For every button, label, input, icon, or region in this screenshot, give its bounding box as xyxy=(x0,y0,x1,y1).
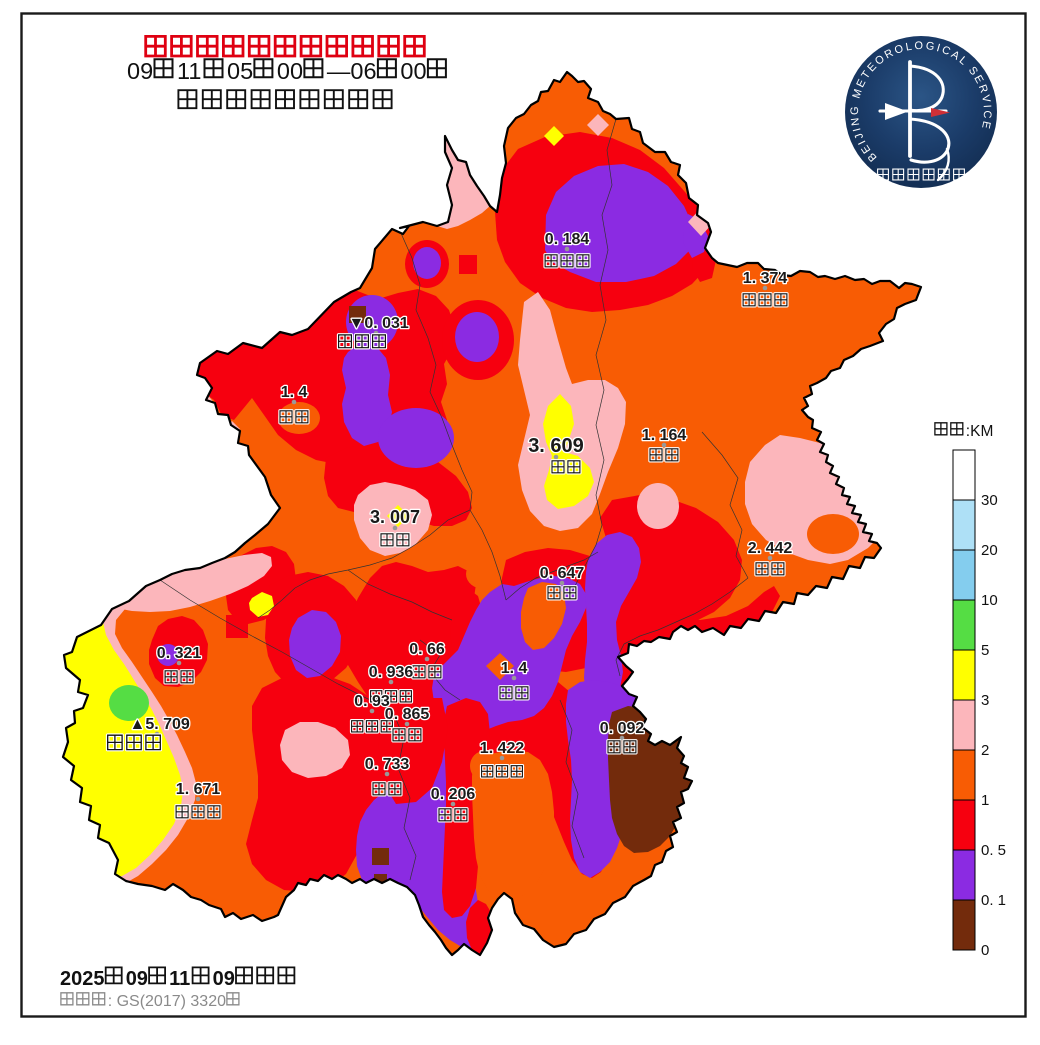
svg-text:0. 321: 0. 321 xyxy=(157,645,202,662)
svg-text:0. 865: 0. 865 xyxy=(385,706,430,723)
svg-text:09: 09 xyxy=(213,968,235,990)
svg-text:0: 0 xyxy=(981,942,989,959)
svg-text:5: 5 xyxy=(981,642,989,659)
svg-text:1. 374: 1. 374 xyxy=(743,270,788,287)
svg-text:1: 1 xyxy=(981,792,989,809)
svg-text:2. 442: 2. 442 xyxy=(748,540,793,557)
svg-text:0. 1: 0. 1 xyxy=(981,892,1006,909)
svg-text:3. 609: 3. 609 xyxy=(528,435,584,457)
svg-text:0. 206: 0. 206 xyxy=(431,786,476,803)
svg-text:2: 2 xyxy=(981,742,989,759)
svg-text:0. 5: 0. 5 xyxy=(981,842,1006,859)
svg-text:05: 05 xyxy=(227,58,253,84)
svg-text:: GS(2017) 3320: : GS(2017) 3320 xyxy=(108,993,226,1010)
svg-text:0. 66: 0. 66 xyxy=(409,641,445,658)
svg-text:10: 10 xyxy=(981,592,998,609)
svg-text:0. 647: 0. 647 xyxy=(540,565,585,582)
svg-text:3. 007: 3. 007 xyxy=(370,507,420,527)
svg-text:1. 422: 1. 422 xyxy=(480,740,525,757)
svg-text:0. 93: 0. 93 xyxy=(354,693,390,710)
svg-text:00: 00 xyxy=(277,58,303,84)
svg-text:09: 09 xyxy=(126,968,148,990)
svg-text:0. 184: 0. 184 xyxy=(545,231,590,248)
svg-text:11: 11 xyxy=(169,968,190,990)
svg-text:00: 00 xyxy=(400,58,426,84)
svg-text:0. 936: 0. 936 xyxy=(369,664,414,681)
svg-text:30: 30 xyxy=(981,492,998,509)
svg-text:11: 11 xyxy=(177,58,201,84)
svg-text:▲5. 709: ▲5. 709 xyxy=(130,716,190,733)
svg-text:20: 20 xyxy=(981,542,998,559)
svg-text:09: 09 xyxy=(127,58,153,84)
svg-text:2025: 2025 xyxy=(60,968,105,990)
svg-text:1. 671: 1. 671 xyxy=(176,781,221,798)
svg-text:—06: —06 xyxy=(327,58,377,84)
svg-text:0. 733: 0. 733 xyxy=(365,756,410,773)
svg-text:1. 4: 1. 4 xyxy=(281,384,308,401)
svg-text::KM: :KM xyxy=(966,423,994,440)
svg-text:0. 092: 0. 092 xyxy=(600,720,645,737)
svg-text:1. 4: 1. 4 xyxy=(501,660,528,677)
svg-text:▼0. 031: ▼0. 031 xyxy=(349,315,409,332)
svg-text:1. 164: 1. 164 xyxy=(642,427,687,444)
svg-text:3: 3 xyxy=(981,692,989,709)
